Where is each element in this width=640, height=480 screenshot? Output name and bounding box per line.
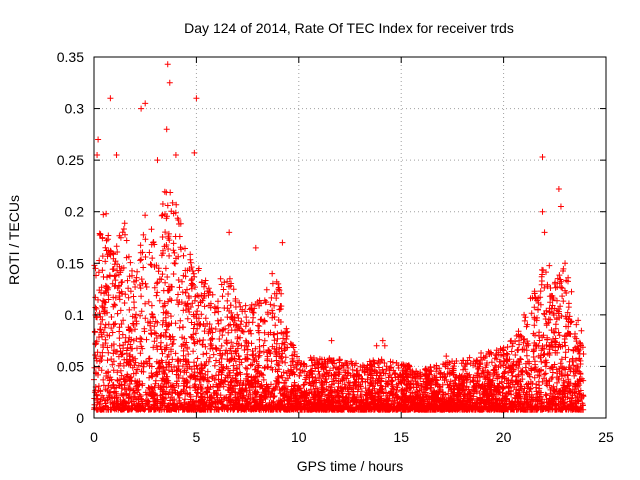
roti-point xyxy=(113,151,120,158)
roti-point xyxy=(541,229,548,236)
grid xyxy=(94,57,606,418)
y-tick-label: 0.3 xyxy=(65,101,85,117)
roti-point xyxy=(539,208,546,215)
data-points xyxy=(91,61,587,413)
roti-point xyxy=(95,136,102,143)
roti-point xyxy=(252,244,259,251)
roti-point xyxy=(478,350,485,357)
roti-point xyxy=(539,154,546,161)
roti-point xyxy=(373,342,380,349)
roti-point xyxy=(555,186,562,193)
roti-point xyxy=(381,342,388,349)
roti-point xyxy=(163,126,170,133)
roti-point xyxy=(379,337,386,344)
x-axis-label: GPS time / hours xyxy=(297,458,404,474)
plot-frame xyxy=(93,56,607,419)
roti-point xyxy=(486,350,493,357)
y-tick-label: 0.15 xyxy=(57,255,84,271)
roti-point xyxy=(562,260,569,267)
roti-point xyxy=(226,229,233,236)
y-axis-label: ROTI / TECUs xyxy=(6,195,22,285)
roti-point xyxy=(94,151,101,158)
roti-point xyxy=(154,157,161,164)
roti-point xyxy=(328,337,335,344)
chart-title: Day 124 of 2014, Rate Of TEC Index for r… xyxy=(184,20,514,36)
roti-point xyxy=(107,95,114,102)
roti-point xyxy=(193,95,200,102)
x-tick-label: 5 xyxy=(193,429,201,445)
y-tick-label: 0.05 xyxy=(57,358,84,374)
roti-point xyxy=(551,280,558,287)
y-tick-label: 0.35 xyxy=(57,49,84,65)
roti-point-cloud xyxy=(91,188,587,413)
roti-point xyxy=(191,149,198,156)
roti-point xyxy=(166,79,173,86)
axis-ticks: 0 5 10 15 20 25 0 0.05 0.1 0.15 0.2 0.25 0.3 0.35 xyxy=(57,49,614,445)
y-tick-label: 0.2 xyxy=(65,204,85,220)
roti-point xyxy=(557,203,564,210)
roti-point xyxy=(138,105,145,112)
roti-point xyxy=(279,239,286,246)
roti-point xyxy=(269,270,276,277)
y-tick-label: 0 xyxy=(76,410,84,426)
x-tick-label: 20 xyxy=(496,429,512,445)
y-tick-label: 0.25 xyxy=(57,152,84,168)
x-tick-label: 15 xyxy=(393,429,409,445)
roti-point xyxy=(500,344,507,351)
roti-point xyxy=(142,100,149,107)
roti-point xyxy=(164,61,171,68)
x-tick-label: 25 xyxy=(598,429,614,445)
x-tick-label: 10 xyxy=(291,429,307,445)
roti-point xyxy=(443,353,450,360)
x-tick-label: 0 xyxy=(90,429,98,445)
roti-point xyxy=(172,151,179,158)
y-tick-label: 0.1 xyxy=(65,307,85,323)
roti-point xyxy=(521,311,528,318)
